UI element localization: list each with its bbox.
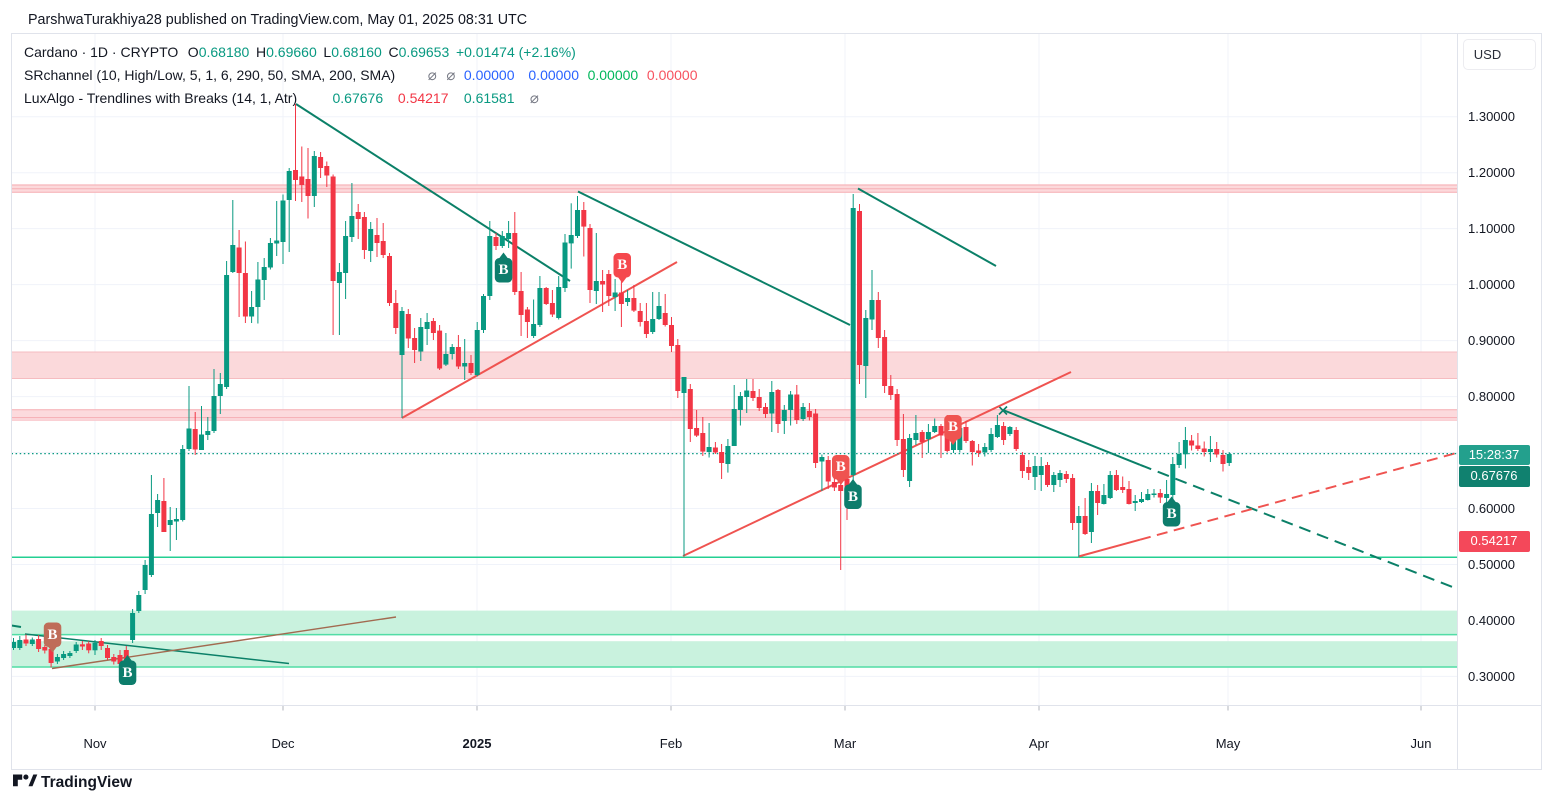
svg-text:B: B (848, 489, 858, 505)
svg-text:B: B (617, 257, 627, 273)
svg-text:B: B (948, 419, 958, 435)
svg-text:B: B (1167, 506, 1177, 522)
svg-text:B: B (122, 665, 132, 681)
svg-text:B: B (47, 627, 57, 643)
svg-text:B: B (498, 262, 508, 278)
svg-text:B: B (836, 459, 846, 475)
